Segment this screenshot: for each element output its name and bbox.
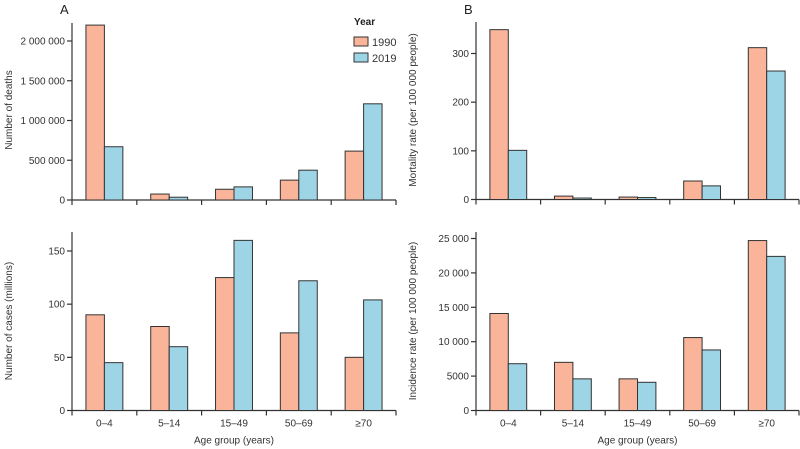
panel-3-bar-1990-0 — [85, 314, 105, 411]
panel-3-y-tick-label: 150 — [48, 247, 65, 258]
panel-4-bar-1990-3 — [683, 337, 703, 411]
panel-3-bar-1990-1 — [150, 325, 170, 412]
panel-2-bar-2019-4 — [766, 70, 786, 200]
panel-3-y-axis-title: Number of cases (millions) — [4, 262, 15, 380]
panel-3-bar-2019-4 — [363, 299, 383, 411]
panel-1-bar-2019-0 — [103, 146, 124, 201]
panel-4-bar-1990-0 — [489, 312, 509, 412]
panel-1-bar-2019-3 — [298, 169, 318, 201]
panel-3-bar-2019-1 — [168, 346, 189, 412]
panel-1-bar-1990-3 — [279, 179, 300, 201]
panel-1-y-tick-label: 0 — [59, 196, 65, 207]
panel-4-y-tick-label: 15 000 — [438, 303, 469, 314]
panel-2-bar-1990-0 — [489, 29, 509, 200]
panel-4-bar-1990-1 — [553, 361, 574, 411]
panel-1-bar-1990-4 — [344, 150, 365, 201]
panel-1-y-tick-label: 2 000 000 — [21, 37, 66, 48]
panel-2-bar-2019-3 — [701, 185, 722, 201]
panel-1-letter: A — [60, 2, 69, 17]
panel-2-bar-2019-1 — [572, 197, 592, 200]
panel-4-bar-2019-4 — [766, 255, 786, 411]
panel-2-bar-1990-3 — [683, 180, 703, 201]
panel-4-y-tick-label: 0 — [463, 406, 469, 417]
panel-2-bar-1990-1 — [553, 195, 574, 201]
panel-3-bar-1990-3 — [279, 332, 300, 412]
panel-4-x-tick-label: 50–69 — [688, 419, 716, 430]
panel-2-bar-2019-0 — [507, 149, 528, 200]
panel-3-bar-2019-2 — [233, 239, 253, 411]
panel-4-y-axis-title: Incidence rate (per 100 000 people) — [408, 242, 419, 400]
panel-4-x-tick-label: 5–14 — [562, 419, 585, 430]
panel-2-y-axis-title: Mortality rate (per 100 000 people) — [408, 33, 419, 186]
legend-swatch-1990 — [353, 36, 369, 47]
panel-4-bar-1990-2 — [618, 378, 638, 411]
panel-4-bar-2019-0 — [507, 363, 528, 412]
panel-3-x-tick-label: 0–4 — [96, 419, 113, 430]
legend-swatch-2019 — [353, 52, 369, 63]
panel-2-bar-2019-2 — [637, 197, 657, 200]
panel-4-x-tick-label: 15–49 — [624, 419, 652, 430]
panel-1-bar-1990-0 — [85, 24, 105, 201]
panel-1-y-tick-label: 1 500 000 — [21, 76, 66, 87]
panel-1-bar-1990-1 — [150, 193, 170, 201]
panel-4-bar-2019-2 — [637, 381, 657, 411]
panel-3-x-tick-label: 50–69 — [285, 419, 313, 430]
panel-1-bar-2019-4 — [363, 103, 383, 201]
panel-4-x-tick-label: ≥70 — [758, 419, 775, 430]
panel-4-y-tick-label: 10 000 — [438, 337, 469, 348]
panel-3-x-axis-title: Age group (years) — [194, 436, 274, 447]
panel-2-bar-1990-4 — [747, 47, 768, 200]
panel-1-bar-1990-2 — [215, 188, 235, 201]
panel-3-y-tick-label: 0 — [59, 406, 65, 417]
panel-4-bar-2019-1 — [572, 378, 592, 411]
panel-4-bar-2019-3 — [701, 349, 722, 411]
legend-title: Year — [354, 17, 375, 28]
panel-3-bar-1990-2 — [215, 277, 235, 412]
panel-3-bar-2019-0 — [103, 362, 124, 411]
legend-label-2019: 2019 — [372, 53, 396, 65]
panel-2-y-tick-label: 100 — [452, 146, 469, 157]
panel-3-bar-2019-3 — [298, 280, 318, 412]
panel-1-bar-2019-2 — [233, 186, 253, 201]
panel-4-bar-1990-4 — [747, 240, 768, 411]
panel-3-x-tick-label: 5–14 — [158, 419, 181, 430]
panel-3-bar-1990-4 — [344, 356, 365, 412]
panel-4-x-tick-label: 0–4 — [500, 419, 517, 430]
panel-1-y-tick-label: 1 000 000 — [21, 116, 66, 127]
panel-1-y-tick-label: 500 000 — [29, 156, 66, 167]
legend-label-1990: 1990 — [372, 37, 396, 49]
panel-3-y-tick-label: 50 — [54, 353, 66, 364]
panel-2-y-tick-label: 200 — [452, 98, 469, 109]
panel-1-y-axis-title: Number of deaths — [4, 70, 15, 150]
panel-3-x-tick-label: ≥70 — [355, 419, 372, 430]
panel-2-y-tick-label: 0 — [463, 195, 469, 206]
panel-3-x-tick-label: 15–49 — [220, 419, 248, 430]
panel-3-y-tick-label: 100 — [48, 300, 65, 311]
panel-2-letter: B — [464, 2, 473, 17]
panel-4-x-axis-title: Age group (years) — [597, 436, 677, 447]
panel-4-y-tick-label: 5000 — [447, 372, 470, 383]
panel-1-bar-2019-1 — [168, 196, 189, 201]
panel-4-y-tick-label: 25 000 — [438, 234, 469, 245]
panel-2-bar-1990-2 — [618, 196, 638, 200]
panel-4-y-tick-label: 20 000 — [438, 268, 469, 279]
panel-2-y-tick-label: 300 — [452, 49, 469, 60]
